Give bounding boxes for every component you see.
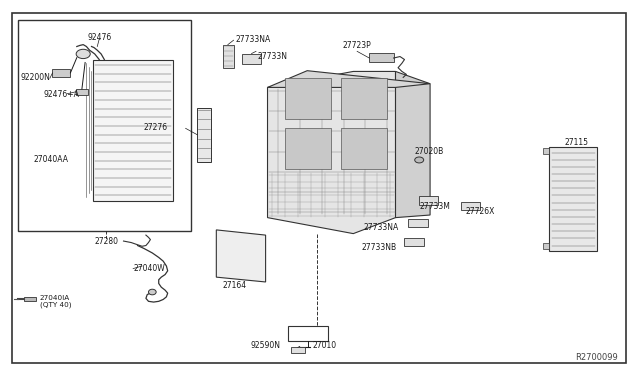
Bar [52,69,70,77]
Bar [408,219,428,227]
Ellipse shape [148,289,156,295]
Bar [291,347,305,353]
Bar [285,78,331,119]
Text: 27733NB: 27733NB [362,243,397,252]
Polygon shape [396,71,430,218]
Bar [543,243,549,249]
Text: 27733N: 27733N [258,52,288,61]
Bar [419,196,438,205]
Bar [18,20,191,231]
Bar [24,297,36,301]
Bar [369,53,394,62]
Bar [197,108,211,162]
Bar [223,45,234,68]
Text: 27040AA: 27040AA [33,155,68,164]
Text: 27723P: 27723P [342,41,371,50]
Bar [404,238,424,246]
Bar [93,60,173,201]
Bar [242,54,261,64]
Text: 27280: 27280 [95,237,119,246]
Text: 27733NA: 27733NA [364,223,399,232]
Text: R2700099: R2700099 [575,353,618,362]
Text: 27115: 27115 [564,138,589,147]
Text: 27020B: 27020B [415,147,444,156]
Bar [76,89,88,95]
Text: 27040IA: 27040IA [40,295,70,301]
Bar [549,147,597,251]
Text: 27164: 27164 [223,281,247,290]
Text: 27276: 27276 [143,123,168,132]
Polygon shape [216,230,266,282]
Polygon shape [268,71,396,234]
Text: 27040W: 27040W [133,264,165,273]
Text: 27733M: 27733M [419,202,450,211]
Polygon shape [268,71,430,87]
Text: 27010: 27010 [312,341,337,350]
Bar [543,148,549,154]
Text: 92476: 92476 [88,33,112,42]
Bar [285,128,331,169]
Text: 27733NA: 27733NA [236,35,271,44]
Text: 92200N: 92200N [20,73,51,82]
Bar [341,128,387,169]
Ellipse shape [415,157,424,163]
Ellipse shape [76,49,90,58]
Text: 92590N: 92590N [251,341,281,350]
Bar [341,78,387,119]
Bar [461,202,480,210]
Bar [288,326,328,341]
Text: 27726X: 27726X [466,207,495,216]
Text: (QTY 40): (QTY 40) [40,301,71,308]
Text: 92476+A: 92476+A [44,90,79,99]
